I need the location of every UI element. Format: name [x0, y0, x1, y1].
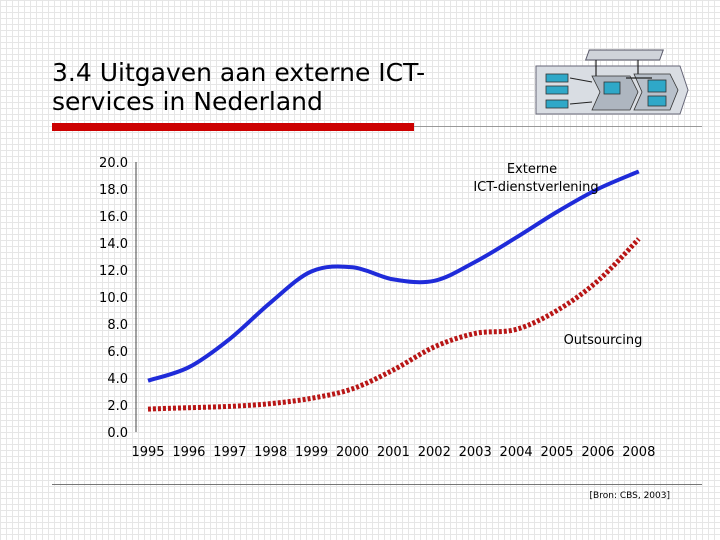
- y-tick-label: 0.0: [107, 426, 128, 441]
- annotation-outsourcing: Outsourcing: [564, 333, 643, 348]
- series-layer: [147, 169, 641, 412]
- title-accent-bar: [52, 123, 414, 131]
- annotation-externe-line-1: Externe: [507, 162, 557, 177]
- x-tick-label: 2000: [336, 445, 369, 460]
- annotation-externe-line-2: ICT-dienstverlening: [473, 180, 598, 195]
- title-line-1: 3.4 Uitgaven aan externe ICT-: [52, 58, 426, 87]
- process-diagram-icon: [535, 49, 689, 115]
- footer-rule: [52, 484, 702, 485]
- y-tick-label: 12.0: [99, 264, 128, 279]
- y-tick-label: 18.0: [99, 183, 128, 198]
- x-tick-label: 2008: [622, 445, 655, 460]
- series-line-externe-ict: [147, 169, 640, 383]
- x-tick-label: 1999: [295, 445, 328, 460]
- slide-title: 3.4 Uitgaven aan externe ICT- services i…: [52, 58, 472, 116]
- y-tick-labels: 0.0 2.0 4.0 6.0 8.0 10.0 12.0 14.0 16.0 18.0 20.0: [99, 156, 128, 441]
- x-tick-label: 1995: [131, 445, 164, 460]
- y-tick-label: 20.0: [99, 156, 128, 171]
- source-note: [Bron: CBS, 2003]: [589, 491, 670, 501]
- y-tick-label: 8.0: [107, 318, 128, 333]
- title-line-2: services in Nederland: [52, 87, 323, 116]
- y-tick-label: 4.0: [107, 372, 128, 387]
- title-underline: [414, 126, 702, 127]
- x-tick-labels: 1995 1996 1997 1998 1999 2000 2001 2002 2003 2004…: [131, 445, 655, 460]
- x-tick-label: 1998: [254, 445, 287, 460]
- x-tick-label: 1997: [213, 445, 246, 460]
- y-tick-label: 6.0: [107, 345, 128, 360]
- series-line-outsourcing: [147, 237, 641, 412]
- x-tick-label: 2002: [418, 445, 451, 460]
- y-tick-label: 10.0: [99, 291, 128, 306]
- x-tick-label: 1996: [172, 445, 205, 460]
- x-tick-label: 2005: [540, 445, 573, 460]
- x-tick-label: 2001: [377, 445, 410, 460]
- x-tick-label: 2003: [459, 445, 492, 460]
- y-tick-label: 16.0: [99, 210, 128, 225]
- series-annotations: Externe ICT-dienstverlening Outsourcing: [473, 162, 642, 348]
- y-tick-label: 14.0: [99, 237, 128, 252]
- x-tick-label: 2004: [500, 445, 533, 460]
- x-tick-label: 2006: [581, 445, 614, 460]
- y-tick-label: 2.0: [107, 399, 128, 414]
